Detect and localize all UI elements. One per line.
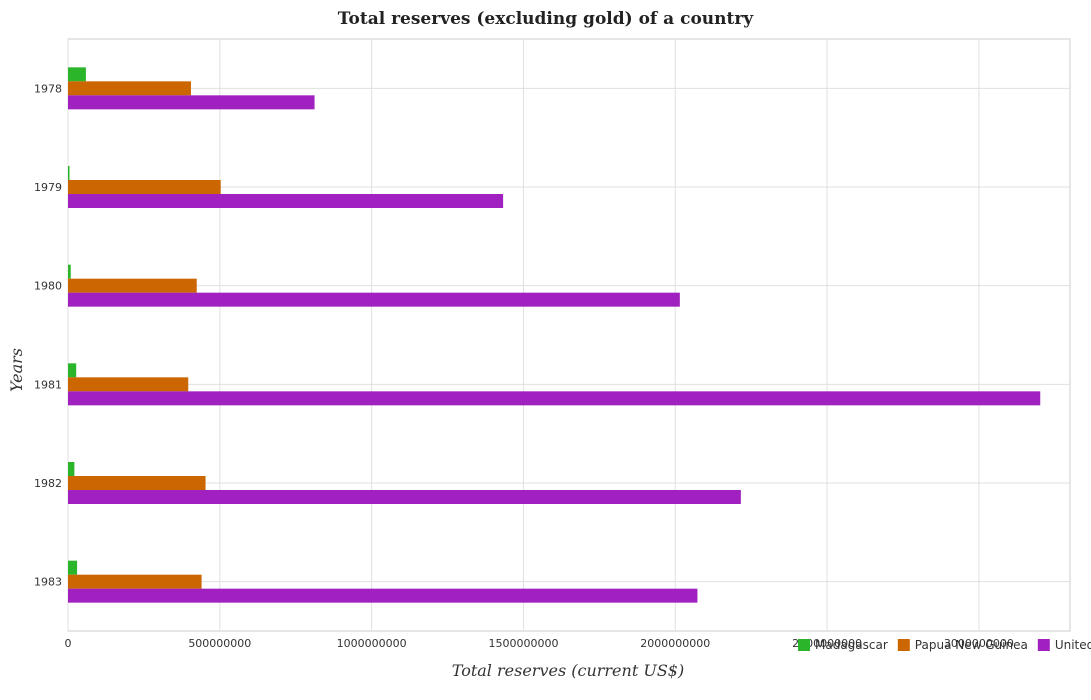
y-tick-label: 1978 (34, 82, 62, 95)
bar-madagascar-1981 (68, 363, 77, 378)
bar-papua-new-guinea-1983 (68, 574, 202, 589)
legend-swatch (798, 639, 810, 651)
x-tick-label: 0 (65, 637, 72, 650)
x-tick-label: 500000000 (188, 637, 251, 650)
bar-madagascar-1983 (68, 560, 78, 575)
bar-papua-new-guinea-1981 (68, 377, 189, 392)
legend: Madagascar Papua New Guinea United Arab Em… (798, 638, 1091, 652)
legend-swatch (1037, 639, 1050, 651)
y-tick-label: 1979 (34, 181, 62, 194)
bar-papua-new-guinea-1978 (68, 81, 191, 96)
legend-label: Papua New Guinea (915, 638, 1028, 652)
bar-madagascar-1978 (68, 67, 86, 82)
chart-title: Total reserves (excluding gold) of a cou… (337, 9, 754, 29)
x-tick-label: 1000000000 (337, 637, 407, 650)
x-tick-label: 1500000000 (488, 637, 558, 650)
plot-area (67, 38, 1071, 632)
bar-madagascar-1980 (68, 264, 71, 279)
bar-papua-new-guinea-1982 (68, 476, 206, 490)
bar-papua-new-guinea-1980 (68, 278, 197, 293)
y-axis-label: Years (7, 348, 26, 392)
y-tick-label: 1981 (34, 378, 62, 391)
bar-united-arab-emirates-1983 (68, 588, 698, 603)
y-tick-label: 1980 (34, 280, 62, 293)
bar-papua-new-guinea-1979 (68, 180, 221, 194)
x-tick-label: 3000000000 (944, 637, 1014, 650)
bars (68, 67, 1041, 603)
legend-label: United Arab Emirates (1055, 638, 1091, 652)
bar-united-arab-emirates-1979 (68, 194, 504, 208)
bar-madagascar-1982 (68, 462, 75, 476)
bar-united-arab-emirates-1978 (68, 95, 315, 110)
y-tick-label: 1982 (34, 477, 62, 490)
x-tick-label: 2000000000 (640, 637, 710, 650)
bar-united-arab-emirates-1982 (68, 490, 741, 504)
bar-madagascar-1979 (68, 166, 70, 180)
legend-swatch (897, 639, 910, 651)
grid-lines (67, 38, 1071, 632)
x-axis-label: Total reserves (current US$) (452, 661, 684, 680)
y-tick-label: 1983 (34, 576, 62, 589)
bar-united-arab-emirates-1980 (68, 292, 680, 307)
legend-label: Madagascar (815, 638, 888, 652)
bar-united-arab-emirates-1981 (68, 391, 1041, 406)
